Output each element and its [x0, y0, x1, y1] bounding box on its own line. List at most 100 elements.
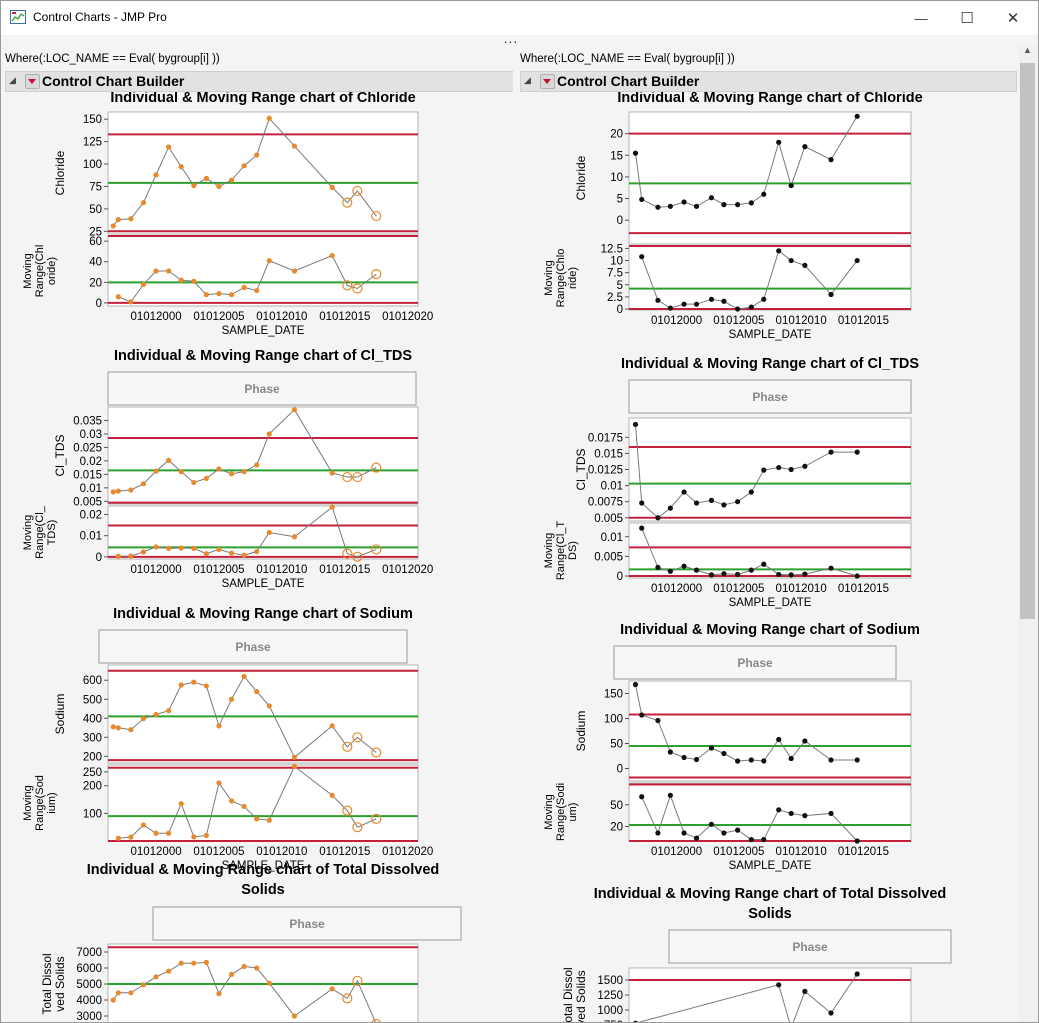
individual-chart-data-point	[802, 144, 808, 150]
moving-range-chart-y-tick-label: 40	[89, 257, 102, 269]
moving-range-chart-data-point	[802, 571, 808, 577]
moving-range-chart-data-point	[178, 545, 184, 551]
individual-chart-data-point	[761, 467, 767, 473]
individual-chart-data-point	[329, 986, 335, 992]
moving-range-y-axis-label: Range(Chlo	[555, 249, 567, 308]
red-triangle-menu[interactable]	[25, 74, 40, 89]
moving-range-chart-data-point	[241, 552, 247, 558]
chart-title-line2: Solids	[748, 906, 792, 922]
individual-chart-data-point	[667, 749, 673, 755]
moving-range-chart-plot-frame	[628, 782, 912, 842]
moving-range-chart-data-point	[166, 268, 172, 274]
individual-chart-y-tick-label: 20	[610, 129, 623, 141]
disclosure-icon[interactable]: ◢	[9, 75, 16, 85]
moving-range-y-axis-label: Range(Sodi	[555, 783, 567, 841]
chart-title: Individual & Moving Range chart of Chlor…	[110, 92, 415, 106]
moving-range-chart-data-point	[693, 835, 700, 841]
individual-chart-data-point-excluded	[352, 732, 363, 743]
x-tick-label: 01012000	[130, 564, 181, 576]
individual-chart-data-point	[735, 202, 741, 208]
moving-range-chart-data-point	[854, 257, 860, 264]
individual-chart-data-point	[128, 487, 134, 493]
individual-chart-y-tick-label: 1500	[597, 975, 623, 987]
individual-chart-data-point	[216, 466, 222, 472]
individual-chart-plot-frame	[107, 406, 419, 505]
individual-y-axis-label: Chloride	[53, 150, 67, 195]
individual-chart-y-tick-label: 0.035	[73, 415, 102, 427]
charts-right: Individual & Moving Range chart of Chlor…	[543, 92, 952, 1022]
individual-chart-data-point-excluded	[371, 747, 382, 758]
individual-chart-data-point	[681, 199, 687, 205]
individual-chart-data-point	[241, 673, 247, 680]
moving-range-chart-data-point	[828, 810, 834, 817]
moving-range-chart-y-tick-label: 200	[83, 781, 102, 793]
individual-chart-plot-frame	[107, 664, 419, 764]
individual-chart-data-point	[788, 755, 794, 762]
jmp-app-icon	[10, 10, 26, 24]
individual-chart-data-point	[761, 758, 767, 764]
individual-chart-data-point	[153, 711, 159, 718]
individual-y-axis-label: Cl_TDS	[53, 434, 67, 476]
individual-chart-data-point	[708, 745, 715, 751]
disclosure-icon[interactable]: ◢	[524, 75, 531, 85]
individual-chart-data-point	[241, 963, 247, 970]
individual-chart-y-tick-label: 75	[89, 181, 102, 193]
moving-range-chart-data-point	[721, 571, 727, 577]
individual-chart-data-point	[228, 471, 235, 477]
moving-range-chart-y-tick-label: 50	[610, 800, 623, 812]
moving-range-chart-data-point	[216, 780, 222, 786]
individual-chart-data-point	[639, 196, 645, 203]
individual-chart-y-tick-label: 5	[617, 194, 623, 206]
individual-chart-data-point	[329, 470, 335, 476]
individual-chart-y-tick-label: 0.0175	[588, 432, 623, 444]
moving-range-chart-data-point	[667, 568, 673, 574]
moving-range-chart-data-point	[216, 546, 222, 553]
moving-range-chart-data-point	[854, 838, 860, 844]
title-bar: Control Charts - JMP Pro — ☐ ✕	[1, 1, 1038, 35]
moving-range-chart-data-point	[115, 294, 121, 300]
x-tick-label: 01012015	[838, 315, 889, 327]
splitter-grip[interactable]: ...	[503, 30, 519, 46]
minimize-button[interactable]: —	[898, 1, 944, 35]
moving-range-chart-data-point	[708, 296, 715, 302]
chart-title: Individual & Moving Range chart of Chlor…	[617, 92, 922, 106]
individual-chart-data-point	[166, 968, 172, 974]
individual-chart-data-point	[266, 115, 272, 121]
scroll-up-icon[interactable]: ▲	[1023, 45, 1032, 55]
x-tick-label: 01012000	[651, 583, 702, 595]
moving-range-chart-data-point	[639, 525, 645, 531]
red-triangle-menu[interactable]	[540, 74, 555, 89]
individual-chart-data-point	[721, 502, 727, 508]
individual-chart-y-tick-label: 6000	[76, 963, 102, 975]
individual-chart-data-point	[828, 1010, 834, 1016]
x-tick-label: 01012000	[651, 315, 702, 327]
close-button[interactable]: ✕	[990, 1, 1036, 35]
individual-chart-data-point	[748, 489, 754, 495]
individual-chart-data-point	[854, 971, 860, 977]
individual-chart-data-point	[266, 431, 272, 437]
individual-chart-y-tick-label: 25	[89, 226, 102, 238]
moving-range-chart-data-point	[761, 296, 767, 302]
moving-range-chart-data-point	[140, 549, 147, 555]
x-tick-label: 01012015	[319, 846, 370, 858]
phase-drop-zone	[98, 629, 408, 664]
moving-range-chart-data-point	[708, 821, 715, 827]
individual-chart-y-tick-label: 0	[617, 215, 623, 227]
individual-chart-series-line	[634, 424, 858, 519]
individual-chart-data-point	[203, 959, 209, 966]
x-tick-label: 01012015	[838, 583, 889, 595]
x-tick-label: 01012010	[776, 315, 827, 327]
individual-chart-data-point	[291, 407, 298, 413]
maximize-button[interactable]: ☐	[944, 1, 990, 35]
scroll-thumb[interactable]	[1020, 63, 1035, 619]
individual-chart-data-point	[203, 175, 209, 181]
individual-chart-data-point	[178, 164, 184, 170]
vertical-scrollbar[interactable]: ▲	[1019, 45, 1037, 1022]
individual-chart-data-point	[632, 681, 639, 688]
individual-chart-data-point	[721, 202, 727, 208]
moving-range-chart-y-tick-label: 0	[96, 298, 102, 310]
individual-chart-data-point	[291, 143, 298, 149]
moving-range-chart-data-point-excluded	[371, 544, 382, 555]
individual-chart-data-point	[153, 468, 159, 474]
individual-chart-data-point	[828, 157, 834, 163]
